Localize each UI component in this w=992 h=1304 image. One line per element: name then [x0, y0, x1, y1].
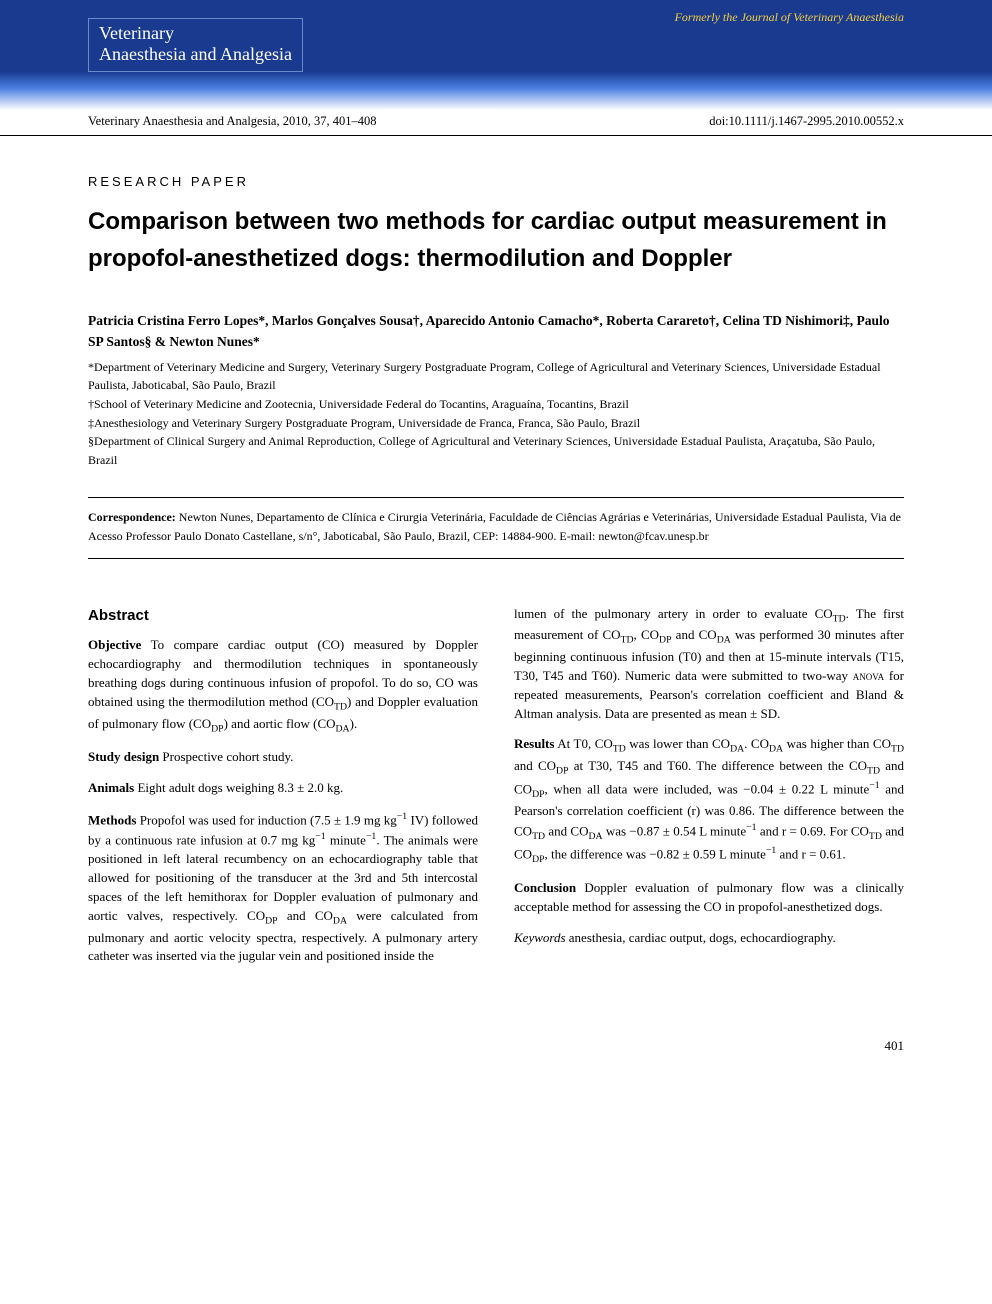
animals-label: Animals: [88, 780, 134, 795]
journal-header-banner: Formerly the Journal of Veterinary Anaes…: [0, 0, 992, 110]
doi-text: doi:10.1111/j.1467-2995.2010.00552.x: [709, 114, 904, 129]
sub-da: DA: [336, 723, 350, 734]
conclusion-block: Conclusion Doppler evaluation of pulmona…: [514, 879, 904, 917]
sup-neg1-d: −1: [869, 780, 879, 791]
results-t4: was higher than CO: [783, 736, 891, 751]
paper-type-label: RESEARCH PAPER: [88, 174, 904, 189]
correspondence-block: Correspondence: Newton Nunes, Departamen…: [88, 497, 904, 558]
journal-name-line1: Veterinary: [99, 23, 292, 44]
anova-text: anova: [853, 668, 884, 683]
journal-name-box: Veterinary Anaesthesia and Analgesia: [88, 18, 303, 72]
objective-text-3: ) and aortic flow (CO: [224, 716, 336, 731]
affiliation-block: *Department of Veterinary Medicine and S…: [88, 358, 904, 470]
sub-td-5: TD: [891, 744, 904, 755]
sub-dp-2: DP: [265, 916, 277, 927]
citation-row: Veterinary Anaesthesia and Analgesia, 20…: [0, 110, 992, 136]
sub-td-7: TD: [532, 831, 545, 842]
affiliation-4: §Department of Clinical Surgery and Anim…: [88, 432, 904, 469]
objective-text-4: ).: [350, 716, 358, 731]
citation-text: Veterinary Anaesthesia and Analgesia, 20…: [88, 114, 376, 129]
results-t2: was lower than CO: [626, 736, 730, 751]
results-t15: and r = 0.61.: [776, 846, 845, 861]
sup-neg1-c: −1: [366, 831, 376, 842]
methods-text-5: and CO: [278, 908, 333, 923]
page-number: 401: [0, 1018, 992, 1084]
results-block: Results At T0, COTD was lower than CODA.…: [514, 735, 904, 866]
correspondence-label: Correspondence:: [88, 510, 176, 524]
objective-block: Objective To compare cardiac output (CO)…: [88, 636, 478, 736]
results-t11: was −0.87 ± 0.54 L minute: [603, 823, 747, 838]
sub-dp: DP: [211, 723, 223, 734]
results-label: Results: [514, 736, 554, 751]
sub-td-2: TD: [833, 613, 846, 624]
results-t14: , the difference was −0.82 ± 0.59 L minu…: [545, 846, 766, 861]
affiliation-2: †School of Veterinary Medicine and Zoote…: [88, 395, 904, 414]
sub-td-3: TD: [621, 635, 634, 646]
sub-td-8: TD: [869, 831, 882, 842]
correspondence-text: Newton Nunes, Departamento de Clínica e …: [88, 510, 901, 543]
sub-td: TD: [334, 702, 347, 713]
methods-cont-3: , CO: [634, 627, 659, 642]
sub-td-6: TD: [867, 766, 880, 777]
left-column: Abstract Objective To compare cardiac ou…: [88, 605, 478, 979]
page-root: Formerly the Journal of Veterinary Anaes…: [0, 0, 992, 1084]
sub-dp-5: DP: [532, 789, 544, 800]
methods-text-1: Propofol was used for induction (7.5 ± 1…: [136, 812, 396, 827]
sub-dp-4: DP: [556, 766, 568, 777]
study-design-label: Study design: [88, 749, 159, 764]
sup-neg1-e: −1: [746, 822, 756, 833]
results-t6: at T30, T45 and T60. The difference betw…: [569, 758, 868, 773]
results-t10: and CO: [545, 823, 588, 838]
results-t1: At T0, CO: [554, 736, 612, 751]
author-list: Patricia Cristina Ferro Lopes*, Marlos G…: [88, 311, 904, 352]
journal-name-line2: Anaesthesia and Analgesia: [99, 44, 292, 65]
sup-neg1-a: −1: [397, 811, 407, 822]
main-content: RESEARCH PAPER Comparison between two me…: [0, 138, 992, 1018]
affiliation-1: *Department of Veterinary Medicine and S…: [88, 358, 904, 395]
methods-cont-4: and CO: [672, 627, 717, 642]
abstract-columns: Abstract Objective To compare cardiac ou…: [88, 605, 904, 979]
methods-text-3: minute: [326, 833, 366, 848]
objective-label: Objective: [88, 637, 141, 652]
results-t8: , when all data were included, was −0.04…: [545, 781, 870, 796]
methods-label: Methods: [88, 812, 136, 827]
sub-dp-6: DP: [532, 854, 544, 865]
sub-da-5: DA: [769, 744, 783, 755]
methods-cont-1: lumen of the pulmonary artery in order t…: [514, 606, 833, 621]
methods-block-left: Methods Propofol was used for induction …: [88, 810, 478, 966]
animals-block: Animals Eight adult dogs weighing 8.3 ± …: [88, 779, 478, 798]
methods-block-right: lumen of the pulmonary artery in order t…: [514, 605, 904, 724]
right-column: lumen of the pulmonary artery in order t…: [514, 605, 904, 979]
results-t3: . CO: [744, 736, 769, 751]
sup-neg1-f: −1: [766, 845, 776, 856]
results-t12: and r = 0.69. For CO: [757, 823, 869, 838]
affiliation-3: ‡Anesthesiology and Veterinary Surgery P…: [88, 414, 904, 433]
keywords-text: anesthesia, cardiac output, dogs, echoca…: [566, 930, 836, 945]
study-design-block: Study design Prospective cohort study.: [88, 748, 478, 767]
keywords-label: Keywords: [514, 930, 566, 945]
conclusion-label: Conclusion: [514, 880, 576, 895]
abstract-heading: Abstract: [88, 605, 478, 627]
sup-neg1-b: −1: [315, 831, 325, 842]
sub-da-4: DA: [730, 744, 744, 755]
article-title: Comparison between two methods for cardi…: [88, 203, 904, 277]
sub-dp-3: DP: [659, 635, 671, 646]
sub-td-4: TD: [613, 744, 626, 755]
study-design-text: Prospective cohort study.: [159, 749, 293, 764]
sub-da-2: DA: [333, 916, 347, 927]
animals-text: Eight adult dogs weighing 8.3 ± 2.0 kg.: [134, 780, 343, 795]
sub-da-6: DA: [589, 831, 603, 842]
results-t5: and CO: [514, 758, 556, 773]
sub-da-3: DA: [717, 635, 731, 646]
keywords-block: Keywords anesthesia, cardiac output, dog…: [514, 929, 904, 948]
formerly-text: Formerly the Journal of Veterinary Anaes…: [675, 10, 904, 25]
